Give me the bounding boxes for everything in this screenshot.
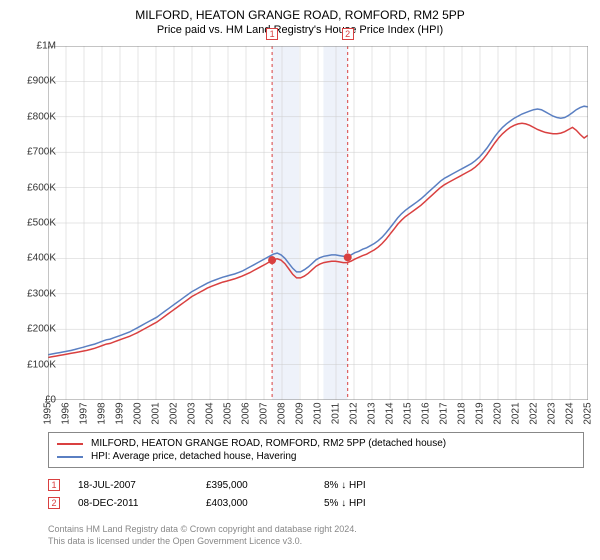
legend-item: MILFORD, HEATON GRANGE ROAD, ROMFORD, RM… [57, 437, 575, 450]
event-marker-icon: 2 [48, 497, 60, 509]
line-chart-svg [48, 46, 588, 400]
x-axis-tick-label: 2009 [295, 402, 306, 424]
x-axis-tick-label: 2016 [421, 402, 432, 424]
x-axis-tick-label: 2003 [187, 402, 198, 424]
x-axis-tick-label: 2004 [205, 402, 216, 424]
x-axis-tick-label: 1998 [97, 402, 108, 424]
x-axis-tick-label: 2008 [277, 402, 288, 424]
footer-line-1: Contains HM Land Registry data © Crown c… [48, 524, 357, 536]
sale-event-row: 1 18-JUL-2007 £395,000 8% ↓ HPI [48, 476, 424, 494]
x-axis-tick-label: 1996 [61, 402, 72, 424]
legend-swatch [57, 456, 83, 458]
legend: MILFORD, HEATON GRANGE ROAD, ROMFORD, RM… [48, 432, 584, 468]
x-axis-tick-label: 2002 [169, 402, 180, 424]
y-axis-tick-label: £400K [16, 253, 56, 264]
x-axis-tick-label: 2022 [529, 402, 540, 424]
x-axis-tick-label: 2007 [259, 402, 270, 424]
y-axis-tick-label: £700K [16, 147, 56, 158]
footer-line-2: This data is licensed under the Open Gov… [48, 536, 357, 548]
event-price: £395,000 [206, 480, 306, 491]
chart-title: MILFORD, HEATON GRANGE ROAD, ROMFORD, RM… [0, 0, 600, 22]
sale-marker: 1 [266, 28, 278, 40]
x-axis-tick-label: 2024 [565, 402, 576, 424]
footer-attribution: Contains HM Land Registry data © Crown c… [48, 524, 357, 547]
legend-item: HPI: Average price, detached house, Have… [57, 450, 575, 463]
event-change: 5% ↓ HPI [324, 498, 424, 509]
x-axis-tick-label: 1995 [43, 402, 54, 424]
y-axis-tick-label: £300K [16, 288, 56, 299]
y-axis-tick-label: £600K [16, 182, 56, 193]
y-axis-tick-label: £500K [16, 218, 56, 229]
y-axis-tick-label: £900K [16, 76, 56, 87]
x-axis-tick-label: 2000 [133, 402, 144, 424]
x-axis-tick-label: 2005 [223, 402, 234, 424]
x-axis-tick-label: 2001 [151, 402, 162, 424]
event-change: 8% ↓ HPI [324, 480, 424, 491]
y-axis-tick-label: £200K [16, 324, 56, 335]
x-axis-tick-label: 2006 [241, 402, 252, 424]
sale-events-table: 1 18-JUL-2007 £395,000 8% ↓ HPI 2 08-DEC-2011… [48, 476, 424, 512]
chart-subtitle: Price paid vs. HM Land Registry's House … [0, 22, 600, 40]
x-axis-tick-label: 2015 [403, 402, 414, 424]
x-axis-tick-label: 2013 [367, 402, 378, 424]
chart-plot-area: 12 [48, 46, 588, 400]
x-axis-tick-label: 2018 [457, 402, 468, 424]
x-axis-tick-label: 2011 [331, 403, 342, 425]
x-axis-tick-label: 2019 [475, 402, 486, 424]
x-axis-tick-label: 2012 [349, 402, 360, 424]
legend-label: HPI: Average price, detached house, Have… [91, 451, 297, 462]
y-axis-tick-label: £1M [16, 41, 56, 52]
x-axis-tick-label: 2017 [439, 402, 450, 424]
event-date: 18-JUL-2007 [78, 480, 188, 491]
legend-label: MILFORD, HEATON GRANGE ROAD, ROMFORD, RM… [91, 438, 446, 449]
sale-event-row: 2 08-DEC-2011 £403,000 5% ↓ HPI [48, 494, 424, 512]
event-marker-icon: 1 [48, 479, 60, 491]
legend-swatch [57, 443, 83, 445]
event-price: £403,000 [206, 498, 306, 509]
y-axis-tick-label: £800K [16, 111, 56, 122]
x-axis-tick-label: 2020 [493, 402, 504, 424]
x-axis-tick-label: 2010 [313, 402, 324, 424]
sale-marker: 2 [342, 28, 354, 40]
y-axis-tick-label: £100K [16, 359, 56, 370]
x-axis-tick-label: 2014 [385, 402, 396, 424]
event-date: 08-DEC-2011 [78, 498, 188, 509]
x-axis-tick-label: 1999 [115, 402, 126, 424]
x-axis-tick-label: 1997 [79, 402, 90, 424]
x-axis-tick-label: 2023 [547, 402, 558, 424]
x-axis-tick-label: 2025 [583, 402, 594, 424]
x-axis-tick-label: 2021 [511, 402, 522, 424]
